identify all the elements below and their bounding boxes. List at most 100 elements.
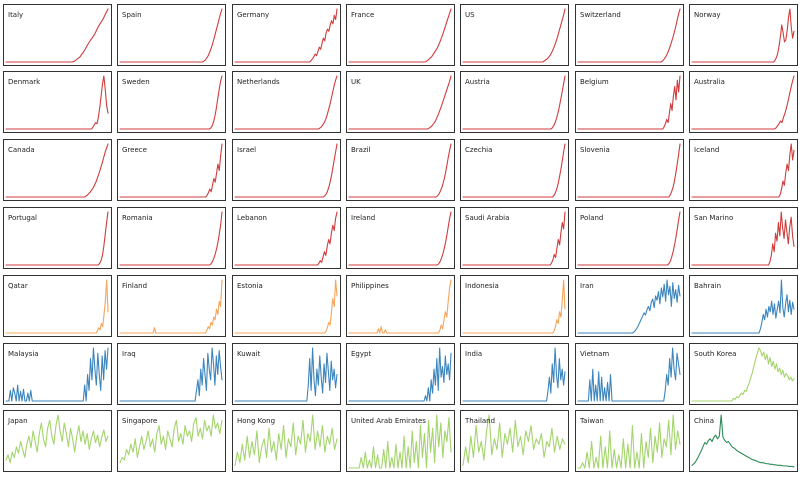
panel-austria: Austria (460, 71, 569, 133)
panel-title: Estonia (237, 282, 263, 290)
panel-egypt: Egypt (346, 343, 455, 405)
panel-title: Spain (122, 11, 142, 19)
series-line (691, 143, 795, 198)
panel-title: China (694, 417, 714, 425)
series-line (577, 414, 681, 469)
panel-title: India (465, 350, 482, 358)
series-line (5, 347, 109, 402)
panel-title: Slovenia (580, 146, 610, 154)
panel-title: Finland (122, 282, 147, 290)
panel-title: Hong Kong (237, 417, 275, 425)
series-line (691, 414, 795, 468)
panel-title: Israel (237, 146, 256, 154)
panel-frame (232, 343, 341, 405)
panel-uk: UK (346, 71, 455, 133)
series-line (234, 211, 338, 266)
panel-title: Japan (7, 417, 28, 425)
panel-iran: Iran (575, 275, 684, 337)
panel-qatar: Qatar (3, 275, 112, 337)
panel-us: US (460, 4, 569, 66)
series-line (234, 75, 338, 130)
panel-frame (460, 71, 569, 133)
series-line (234, 279, 338, 334)
series-line (348, 211, 452, 266)
panel-title: Czechia (465, 146, 492, 154)
series-line (234, 143, 338, 198)
series-line (5, 75, 109, 130)
series-line (577, 347, 681, 402)
series-line (462, 414, 566, 466)
panel-frame (232, 139, 341, 201)
panel-ireland: Ireland (346, 207, 455, 269)
panel-title: Portugal (8, 214, 37, 222)
panel-frame (346, 139, 455, 201)
panel-frame (575, 275, 684, 337)
panel-frame (346, 207, 455, 269)
series-line (691, 347, 795, 402)
panel-taiwan: Taiwan (575, 410, 684, 472)
series-line (462, 8, 566, 63)
series-line (119, 8, 223, 63)
panel-title: Netherlands (237, 78, 280, 86)
series-line (462, 347, 566, 402)
series-line (234, 347, 338, 402)
panel-china: China (689, 410, 798, 472)
panel-netherlands: Netherlands (232, 71, 341, 133)
panel-frame (117, 207, 226, 269)
panel-norway: Norway (689, 4, 798, 66)
panel-estonia: Estonia (232, 275, 341, 337)
series-line (691, 8, 795, 63)
panel-title: South Korea (694, 350, 736, 358)
panel-frame (3, 410, 112, 472)
panel-slovenia: Slovenia (575, 139, 684, 201)
panel-title: Switzerland (580, 11, 621, 19)
panel-frame (460, 343, 569, 405)
series-line (5, 211, 109, 266)
panel-bahrain: Bahrain (689, 275, 798, 337)
series-line (119, 414, 223, 464)
panel-malaysia: Malaysia (3, 343, 112, 405)
panel-title: Iraq (122, 350, 136, 358)
panel-title: UK (351, 78, 361, 86)
series-line (234, 414, 338, 466)
series-line (462, 211, 566, 266)
panel-south-korea: South Korea (689, 343, 798, 405)
panel-india: India (460, 343, 569, 405)
panel-title: Brazil (351, 146, 371, 154)
panel-title: Qatar (8, 282, 28, 290)
series-line (577, 8, 681, 63)
panel-title: Italy (8, 11, 23, 19)
panel-title: Egypt (351, 350, 371, 358)
panel-frame (575, 139, 684, 201)
series-line (5, 143, 109, 198)
panel-philippines: Philippines (346, 275, 455, 337)
panel-frame (232, 71, 341, 133)
panel-title: Bahrain (694, 282, 721, 290)
series-line (5, 8, 109, 63)
panel-frame (232, 4, 341, 66)
series-line (577, 279, 681, 334)
panel-frame (3, 71, 112, 133)
panel-title: Thailand (464, 417, 495, 425)
panel-title: Saudi Arabia (465, 214, 509, 222)
panel-title: Romania (122, 214, 153, 222)
panel-hong-kong: Hong Kong (232, 410, 341, 472)
panel-title: Denmark (8, 78, 41, 86)
panel-israel: Israel (232, 139, 341, 201)
panel-title: Iran (580, 282, 594, 290)
panel-iceland: Iceland (689, 139, 798, 201)
panel-frame (117, 139, 226, 201)
panel-frame (3, 139, 112, 201)
panel-frame (689, 410, 798, 472)
panel-portugal: Portugal (3, 207, 112, 269)
panel-kuwait: Kuwait (232, 343, 341, 405)
panel-frame (689, 207, 798, 269)
panel-title: Vietnam (580, 350, 609, 358)
series-line (234, 8, 338, 63)
panel-title: Sweden (122, 78, 150, 86)
panel-title: United Arab Emirates (351, 417, 426, 425)
panel-title: Taiwan (579, 417, 604, 425)
panel-switzerland: Switzerland (575, 4, 684, 66)
panel-frame (3, 275, 112, 337)
